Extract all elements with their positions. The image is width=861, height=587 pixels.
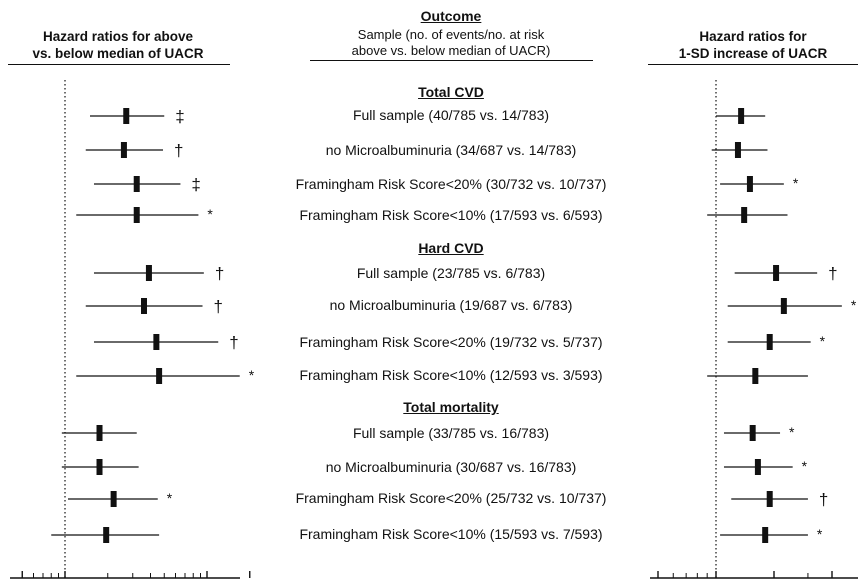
section-title-total-cvd: Total CVD: [418, 84, 484, 100]
right-header-line1: Hazard ratios for: [699, 29, 807, 44]
right-tick-label: 4: [828, 585, 836, 587]
left-hr-marker: [156, 368, 163, 384]
right-significance-mark: *: [789, 424, 795, 440]
section-title-hard-cvd: Hard CVD: [418, 240, 484, 256]
left-hr-marker: [123, 108, 130, 124]
left-hr-marker: [110, 491, 117, 507]
right-significance-mark: *: [802, 458, 808, 474]
left-tick-label: 1: [61, 585, 68, 587]
left-significance-mark: *: [207, 206, 213, 222]
row-label: no Microalbuminuria (34/687 vs. 14/783): [325, 142, 577, 158]
sample-caption-line2: above vs. below median of UACR): [351, 43, 551, 58]
left-hr-marker: [133, 176, 140, 192]
right-hr-marker: [766, 334, 773, 350]
right-header-underline: [648, 64, 858, 65]
left-significance-mark: ‡: [191, 175, 200, 194]
right-hr-marker: [749, 425, 756, 441]
section-title-total-mortality: Total mortality: [403, 399, 499, 415]
left-hr-marker: [103, 527, 110, 543]
left-significance-mark: †: [229, 333, 238, 352]
left-significance-mark: †: [214, 297, 223, 316]
left-significance-mark: *: [249, 367, 255, 383]
right-hr-marker: [766, 491, 773, 507]
right-hr-marker: [738, 108, 745, 124]
left-hr-marker: [140, 298, 147, 314]
right-hr-marker: [780, 298, 787, 314]
left-hr-marker: [96, 425, 103, 441]
left-hr-marker: [153, 334, 160, 350]
right-tick-label: 2: [770, 585, 777, 587]
left-header-line1: Hazard ratios for above: [42, 29, 194, 44]
sample-caption-line1: Sample (no. of events/no. at risk: [357, 27, 545, 42]
row-label: Framingham Risk Score<20% (25/732 vs. 10…: [295, 490, 607, 506]
left-significance-mark: †: [174, 141, 183, 160]
right-hr-marker: [734, 142, 741, 158]
left-tick-label: 20: [243, 585, 257, 587]
right-hr-marker: [741, 207, 748, 223]
right-hr-marker: [752, 368, 759, 384]
row-label: Framingham Risk Score<10% (12/593 vs. 3/…: [299, 367, 603, 383]
left-header-underline: [8, 64, 230, 65]
outcome-title: Outcome: [420, 8, 482, 24]
right-panel-header: Hazard ratios for 1-SD increase of UACR: [648, 28, 858, 62]
row-label: Full sample (33/785 vs. 16/783): [352, 425, 550, 441]
left-hr-marker: [145, 265, 152, 281]
row-label: no Microalbuminuria (30/687 vs. 16/783): [325, 459, 577, 475]
row-label: Framingham Risk Score<20% (19/732 vs. 5/…: [299, 334, 603, 350]
right-significance-mark: *: [820, 333, 826, 349]
right-significance-mark: *: [817, 526, 823, 542]
right-significance-mark: *: [851, 297, 857, 313]
left-hr-marker: [96, 459, 103, 475]
right-hr-marker: [746, 176, 753, 192]
row-label: Framingham Risk Score<10% (15/593 vs. 7/…: [299, 526, 603, 542]
right-hr-marker: [762, 527, 769, 543]
row-label: Framingham Risk Score<20% (30/732 vs. 10…: [295, 176, 607, 192]
right-hr-marker: [754, 459, 761, 475]
row-label: Full sample (40/785 vs. 14/783): [352, 107, 550, 123]
right-tick-label: 1: [712, 585, 719, 587]
row-label: Full sample (23/785 vs. 6/783): [356, 265, 546, 281]
left-significance-mark: *: [167, 490, 173, 506]
left-significance-mark: ‡: [175, 107, 184, 126]
row-label: Framingham Risk Score<10% (17/593 vs. 6/…: [299, 207, 603, 223]
right-header-line2: 1-SD increase of UACR: [678, 46, 828, 61]
left-tick-label: 10: [200, 585, 214, 587]
left-hr-marker: [120, 142, 127, 158]
left-header-line2: vs. below median of UACR: [32, 46, 204, 61]
right-significance-mark: *: [793, 175, 799, 191]
right-tick-label: 0.5: [649, 585, 667, 587]
right-hr-marker: [773, 265, 780, 281]
left-tick-label: 0,5: [13, 585, 31, 587]
row-label: no Microalbuminuria (19/687 vs. 6/783): [329, 297, 573, 313]
left-hr-marker: [133, 207, 140, 223]
right-significance-mark: †: [828, 264, 837, 283]
left-significance-mark: †: [215, 264, 224, 283]
right-significance-mark: †: [819, 490, 828, 509]
sample-caption-underline: [310, 60, 593, 61]
left-panel-header: Hazard ratios for above vs. below median…: [4, 28, 232, 62]
